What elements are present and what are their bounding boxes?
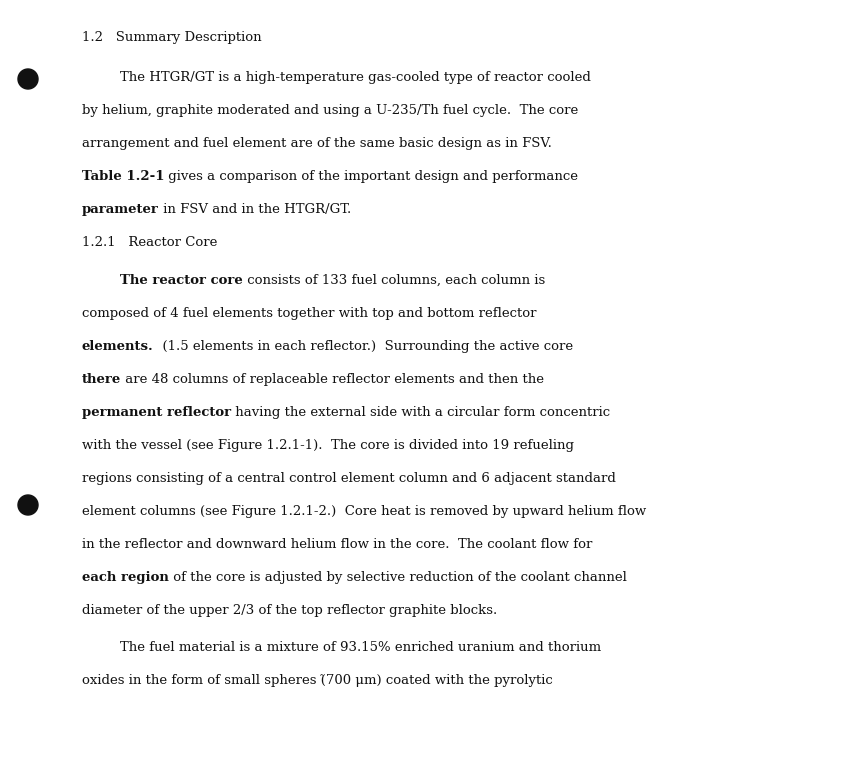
Text: of the core is adjusted by selective reduction of the coolant channel: of the core is adjusted by selective red…	[168, 571, 626, 584]
Text: 1.2   Summary Description: 1.2 Summary Description	[82, 31, 261, 44]
Text: elements.: elements.	[82, 340, 154, 353]
Text: element columns (see Figure 1.2.1-2.)  Core heat is removed by upward helium flo: element columns (see Figure 1.2.1-2.) Co…	[82, 505, 646, 518]
Text: parameter: parameter	[82, 203, 159, 216]
Text: composed of 4 fuel elements together with top and bottom reflector: composed of 4 fuel elements together wit…	[82, 307, 536, 320]
Circle shape	[18, 495, 38, 515]
Text: The fuel material is a mixture of 93.15% enriched uranium and thorium: The fuel material is a mixture of 93.15%…	[120, 641, 601, 654]
Text: consists of 133 fuel columns, each column is: consists of 133 fuel columns, each colum…	[243, 274, 545, 287]
Text: The reactor core: The reactor core	[120, 274, 243, 287]
Text: having the external side with a circular form concentric: having the external side with a circular…	[231, 406, 610, 419]
Text: gives a comparison of the important design and performance: gives a comparison of the important desi…	[164, 170, 579, 183]
Text: diameter of the upper 2/3 of the top reflector graphite blocks.: diameter of the upper 2/3 of the top ref…	[82, 604, 497, 617]
Text: there: there	[82, 373, 121, 386]
Text: with the vessel (see Figure 1.2.1-1).  The core is divided into 19 refueling: with the vessel (see Figure 1.2.1-1). Th…	[82, 439, 574, 452]
Text: Table 1.2-1: Table 1.2-1	[82, 170, 164, 183]
Text: in FSV and in the HTGR/GT.: in FSV and in the HTGR/GT.	[159, 203, 351, 216]
Text: are 48 columns of replaceable reflector elements and then the: are 48 columns of replaceable reflector …	[121, 373, 545, 386]
Text: (1.5 elements in each reflector.)  Surrounding the active core: (1.5 elements in each reflector.) Surrou…	[154, 340, 573, 353]
Text: each region: each region	[82, 571, 168, 584]
Text: permanent reflector: permanent reflector	[82, 406, 231, 419]
Text: by helium, graphite moderated and using a U-235/Th fuel cycle.  The core: by helium, graphite moderated and using …	[82, 104, 578, 117]
Text: arrangement and fuel element are of the same basic design as in FSV.: arrangement and fuel element are of the …	[82, 137, 552, 150]
Text: oxides in the form of small spheres (̃700 μm) coated with the pyrolytic: oxides in the form of small spheres (̃70…	[82, 674, 553, 687]
Text: 1.2.1   Reactor Core: 1.2.1 Reactor Core	[82, 236, 217, 249]
Text: in the reflector and downward helium flow in the core.  The coolant flow for: in the reflector and downward helium flo…	[82, 538, 592, 551]
Text: regions consisting of a central control element column and 6 adjacent standard: regions consisting of a central control …	[82, 472, 616, 485]
Text: The HTGR/GT is a high-temperature gas-cooled type of reactor cooled: The HTGR/GT is a high-temperature gas-co…	[120, 71, 591, 84]
Circle shape	[18, 69, 38, 89]
